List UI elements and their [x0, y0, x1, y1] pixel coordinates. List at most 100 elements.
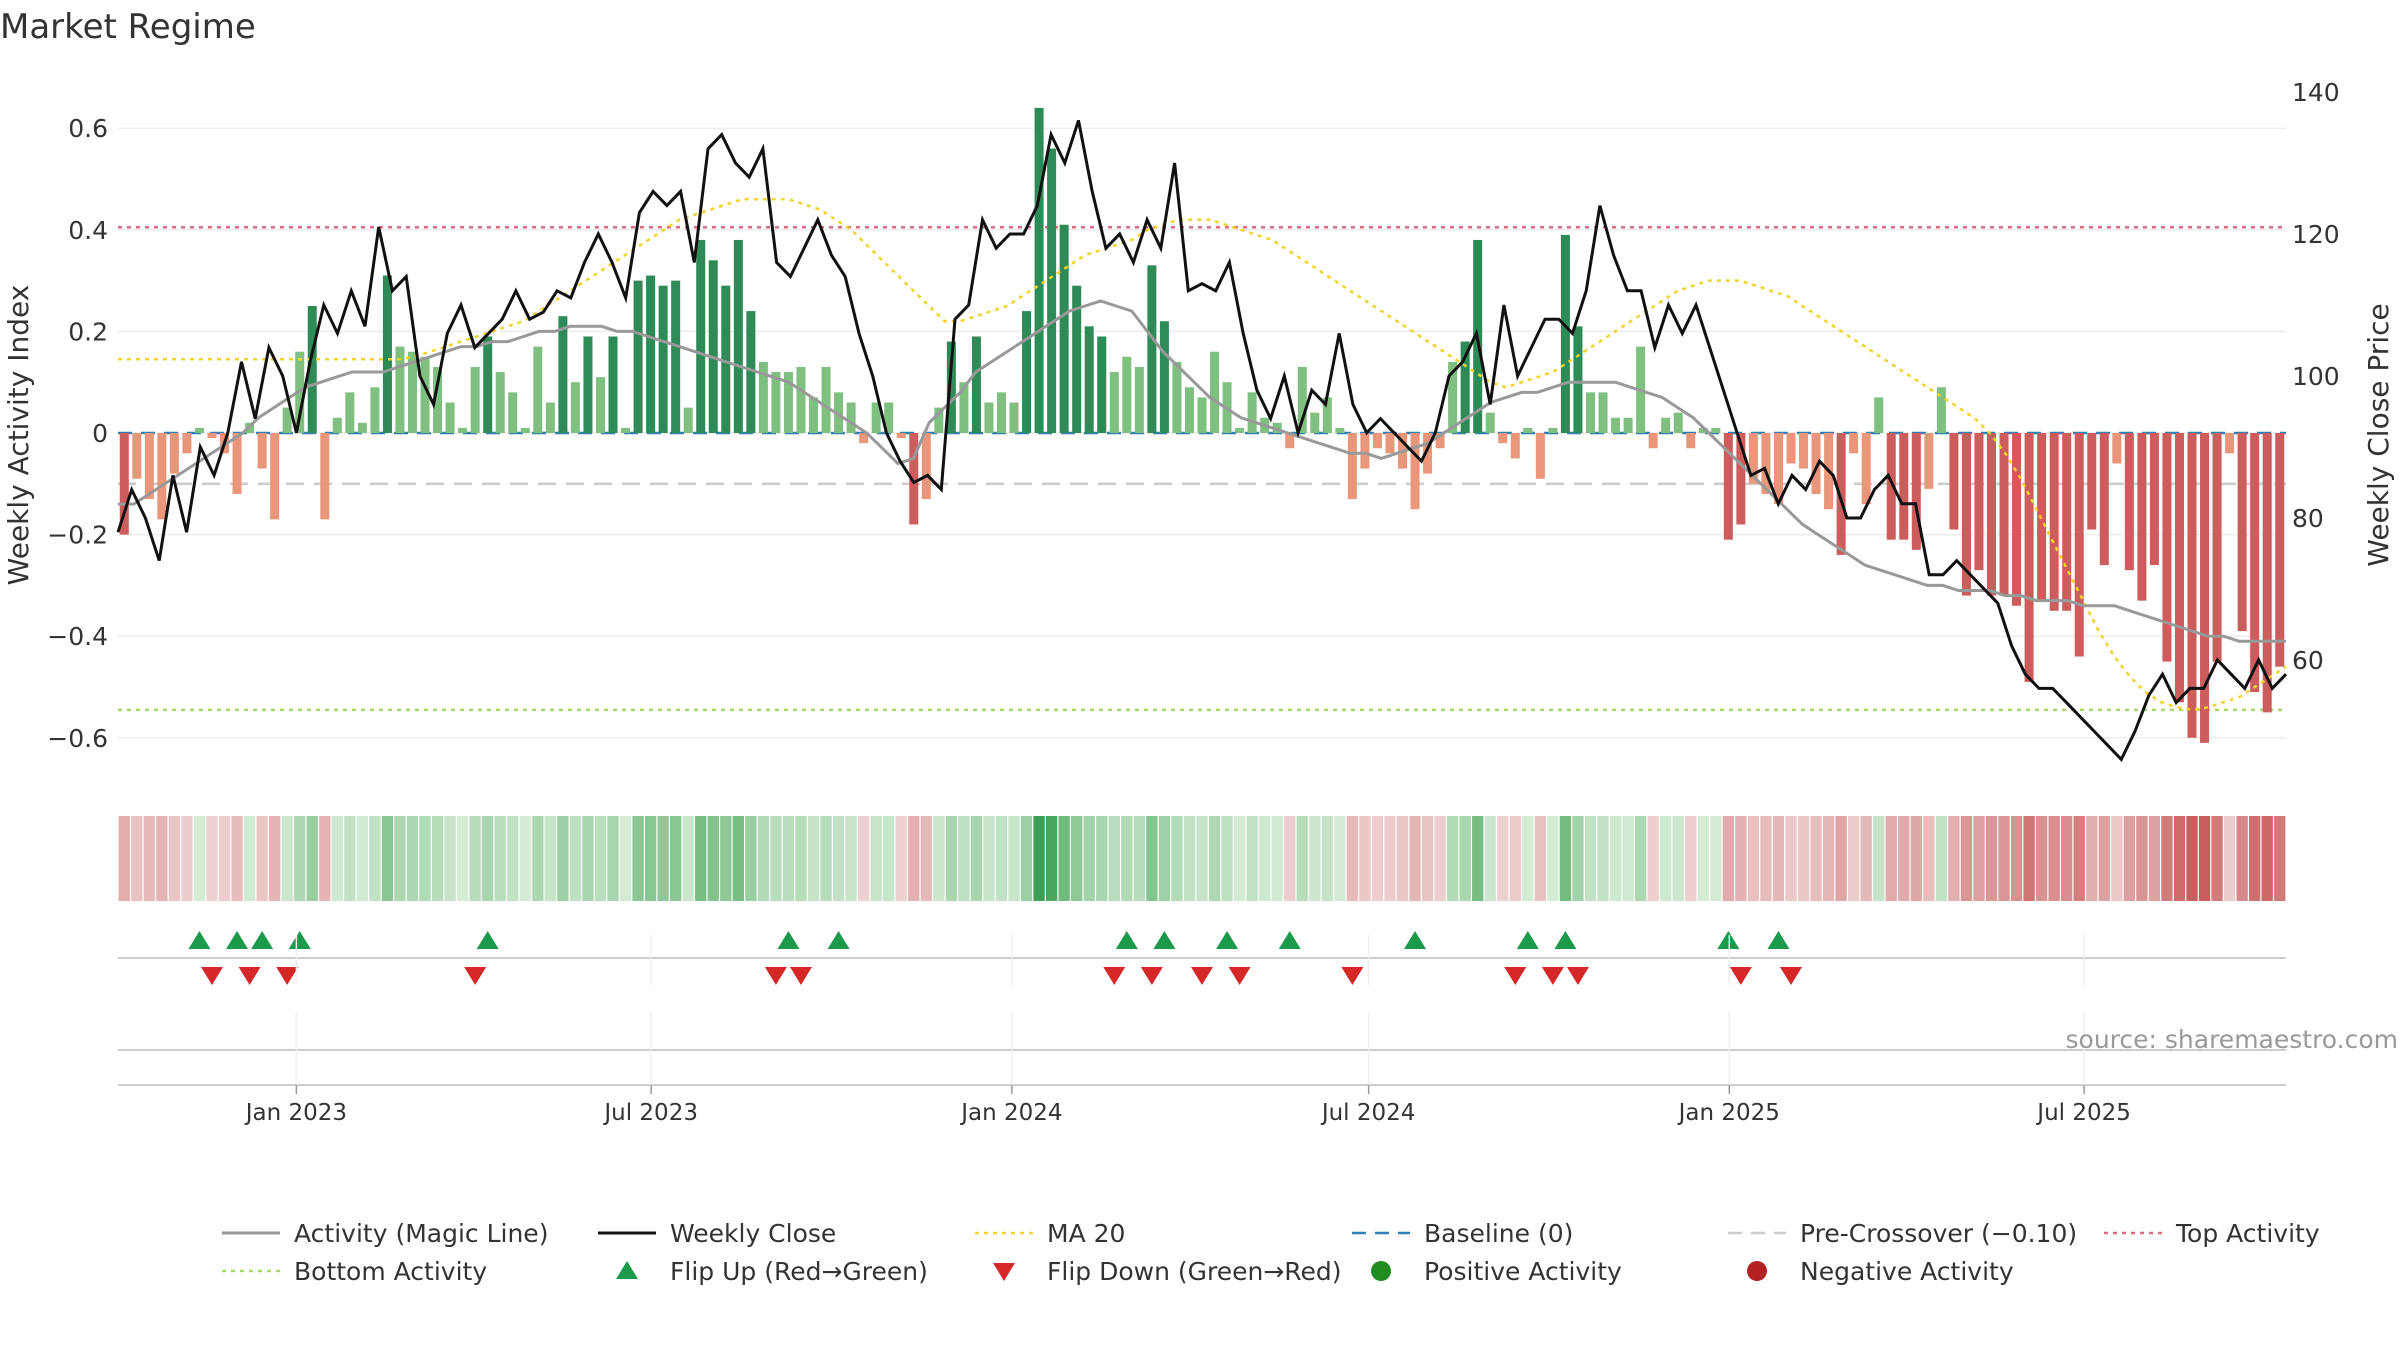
magic-line — [118, 299, 2286, 643]
activity-bar — [1723, 433, 1733, 540]
legend: Activity (Magic Line) Weekly Close MA 20 Ba… — [222, 1219, 2320, 1286]
right-tick-label: 60 — [2292, 646, 2324, 675]
activity-bar — [1786, 433, 1796, 464]
activity-bar — [2225, 433, 2235, 454]
strip-cell — [268, 816, 281, 901]
flip-up-marker — [827, 931, 850, 949]
activity-bar — [2275, 433, 2285, 667]
legend-label: Flip Up (Red→Green) — [670, 1257, 928, 1286]
activity-bar — [1159, 321, 1169, 433]
strip-cell — [2123, 816, 2136, 901]
strip-cell — [707, 816, 719, 901]
strip-cell — [181, 816, 193, 901]
activity-bar — [370, 387, 380, 433]
activity-bar — [1548, 427, 1558, 433]
activity-bar — [1272, 422, 1282, 433]
strip-cell — [1384, 816, 1396, 901]
flip-down-marker — [1103, 967, 1126, 985]
activity-bar — [1410, 433, 1420, 510]
activity-bar — [232, 433, 242, 494]
strip-cell — [419, 816, 431, 901]
strip-cell — [1584, 816, 1597, 901]
activity-bar — [1335, 427, 1345, 433]
flip-up-marker — [1554, 931, 1577, 949]
strip-cell — [2173, 816, 2186, 901]
left-tick-label: −0.4 — [47, 622, 108, 651]
activity-bar — [1372, 433, 1382, 449]
activity-bar — [182, 433, 192, 454]
flip-down-marker — [789, 967, 812, 985]
strip-cell — [1760, 816, 1772, 901]
activity-bar — [1961, 433, 1971, 596]
strip-cell — [1622, 816, 1634, 901]
flip-down-marker — [1729, 967, 1752, 985]
activity-bar — [2112, 433, 2122, 464]
strip-cell — [632, 816, 644, 901]
strip-cell — [720, 816, 732, 901]
strip-cell — [2010, 816, 2023, 901]
strip-cell — [958, 816, 970, 901]
legend-swatch — [993, 1263, 1015, 1281]
flip-down-marker — [1779, 967, 1802, 985]
strip-cell — [507, 816, 519, 901]
activity-bar — [2262, 433, 2272, 713]
strip-cell — [807, 816, 820, 901]
flip-up-marker — [1717, 931, 1740, 949]
strip-cell — [1910, 816, 1922, 901]
right-tick-label: 140 — [2292, 78, 2340, 107]
activity-bar — [533, 346, 543, 433]
activity-bar — [1861, 433, 1871, 505]
left-axis-label: Weekly Activity Index — [2, 285, 35, 586]
activity-bar — [834, 392, 844, 433]
activity-bar — [809, 397, 819, 433]
activity-bar — [132, 433, 142, 479]
strip-cell — [1284, 816, 1296, 901]
activity-bar — [658, 285, 668, 433]
activity-bar — [2074, 433, 2084, 657]
flip-down-marker — [1140, 967, 1163, 985]
activity-bar — [1310, 412, 1320, 433]
left-tick-label: −0.2 — [47, 521, 108, 550]
strip-cell — [168, 816, 181, 901]
activity-bar — [1748, 433, 1758, 484]
activity-bar — [1072, 285, 1082, 433]
flip-down-marker — [1504, 967, 1527, 985]
strip-cell — [1208, 816, 1221, 901]
activity-bar — [345, 392, 355, 433]
strip-cell — [2261, 816, 2273, 901]
strip-cell — [732, 816, 744, 901]
activity-bar — [458, 427, 468, 433]
strip-cell — [594, 816, 607, 901]
legend-swatch — [616, 1261, 638, 1279]
strip-cell — [118, 816, 130, 901]
activity-bar — [921, 433, 931, 500]
activity-bar — [859, 433, 869, 444]
activity-bar — [783, 372, 793, 433]
strip-cell — [1747, 816, 1760, 901]
activity-bar — [270, 433, 280, 520]
flip-down-marker — [464, 967, 487, 985]
strip-cell — [1847, 816, 1860, 901]
strip-cell — [1472, 816, 1484, 901]
activity-bar — [1510, 433, 1520, 459]
strip-cell — [2186, 816, 2198, 901]
activity-bar — [1949, 433, 1959, 530]
strip-cell — [644, 816, 657, 901]
activity-bar — [846, 402, 856, 433]
strip-cell — [1133, 816, 1146, 901]
strip-cell — [1359, 816, 1371, 901]
flip-up-marker — [1404, 931, 1427, 949]
strip-cell — [1985, 816, 1998, 901]
strip-cell — [1572, 816, 1584, 901]
activity-bar — [420, 356, 430, 433]
activity-bar — [1886, 433, 1896, 540]
activity-bar — [169, 433, 179, 474]
activity-bar — [1285, 433, 1295, 449]
strip-cell — [920, 816, 932, 901]
strip-cell — [1158, 816, 1171, 901]
activity-bar — [1661, 417, 1671, 433]
strip-cell — [1647, 816, 1659, 901]
strip-cell — [1233, 816, 1246, 901]
flip-down-marker — [1541, 967, 1564, 985]
strip-cell — [995, 816, 1008, 901]
